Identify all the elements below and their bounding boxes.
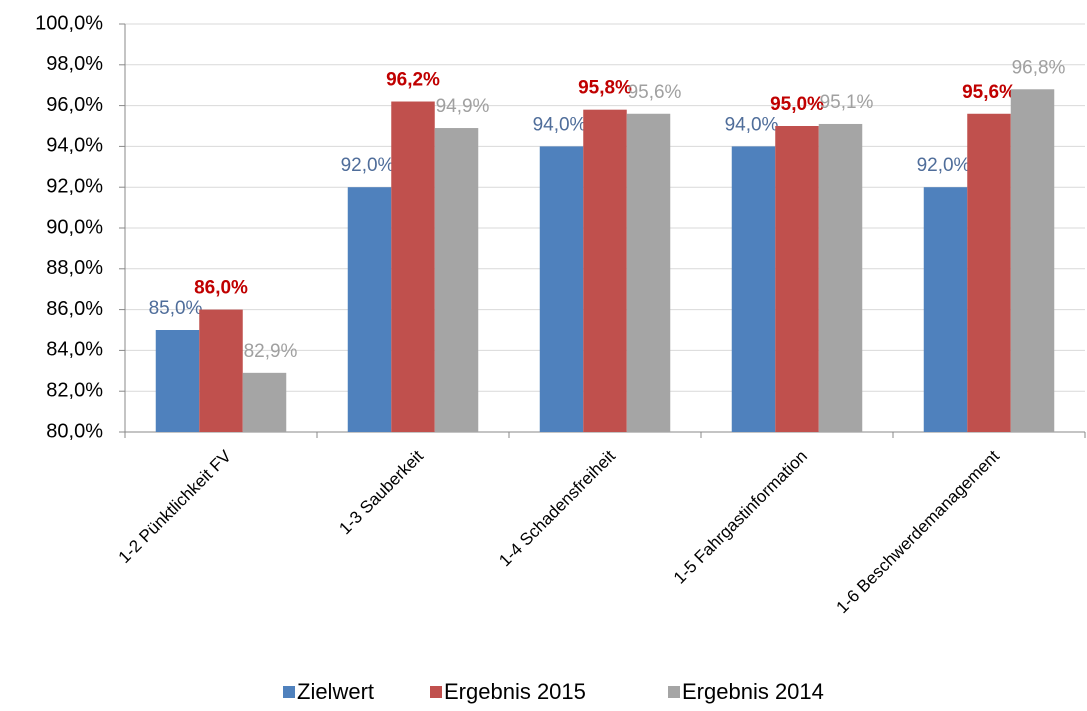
data-label: 86,0%: [194, 278, 248, 299]
data-label: 95,0%: [770, 94, 824, 115]
data-label: 82,9%: [244, 341, 298, 362]
data-label: 85,0%: [149, 298, 203, 319]
x-tick-label: 1-6 Beschwerdemanagement: [833, 446, 1004, 617]
bar: [818, 123, 863, 433]
y-tick-label: 98,0%: [46, 53, 103, 75]
data-label: 95,8%: [578, 78, 632, 99]
bar: [583, 109, 627, 433]
data-label: 95,6%: [628, 82, 682, 103]
x-tick-label: 1-2 Pünktlichkeit FV: [115, 446, 236, 567]
bar: [626, 113, 671, 432]
data-label: 95,6%: [962, 82, 1016, 103]
bar: [199, 309, 243, 432]
bar: [923, 187, 968, 432]
y-tick-label: 94,0%: [46, 135, 103, 157]
y-tick-label: 90,0%: [46, 216, 103, 238]
x-tick-label: 1-4 Schadensfreiheit: [495, 446, 619, 570]
bar: [155, 330, 200, 432]
bar: [391, 101, 435, 433]
data-label: 94,0%: [533, 114, 587, 135]
legend-swatch: [668, 686, 680, 698]
x-tick-label: 1-3 Sauberkeit: [335, 446, 427, 538]
legend-swatch: [430, 686, 442, 698]
data-label: 94,0%: [725, 114, 779, 135]
bar: [347, 187, 392, 432]
x-tick-label: 1-5 Fahrgastinformation: [670, 447, 811, 588]
y-tick-label: 88,0%: [46, 257, 103, 279]
data-label: 95,1%: [820, 92, 874, 113]
bar: [731, 146, 776, 432]
legend-label: Ergebnis 2015: [444, 679, 586, 704]
data-label: 94,9%: [436, 96, 490, 117]
legend-label: Zielwert: [297, 679, 374, 704]
bar: [967, 113, 1011, 432]
y-tick-label: 92,0%: [46, 175, 103, 197]
y-tick-label: 80,0%: [46, 420, 103, 442]
y-tick-label: 82,0%: [46, 379, 103, 401]
data-label: 96,2%: [386, 70, 440, 91]
data-label: 96,8%: [1012, 57, 1066, 78]
bar: [1010, 89, 1055, 432]
y-tick-label: 84,0%: [46, 339, 103, 361]
bar: [434, 128, 479, 433]
bar: [775, 126, 819, 432]
legend-label: Ergebnis 2014: [682, 679, 824, 704]
y-tick-label: 100,0%: [35, 12, 103, 34]
y-tick-label: 96,0%: [46, 94, 103, 116]
y-tick-label: 86,0%: [46, 298, 103, 320]
bar: [539, 146, 584, 432]
bar: [242, 372, 287, 432]
data-label: 92,0%: [341, 155, 395, 176]
legend-swatch: [283, 686, 295, 698]
data-label: 92,0%: [917, 155, 971, 176]
